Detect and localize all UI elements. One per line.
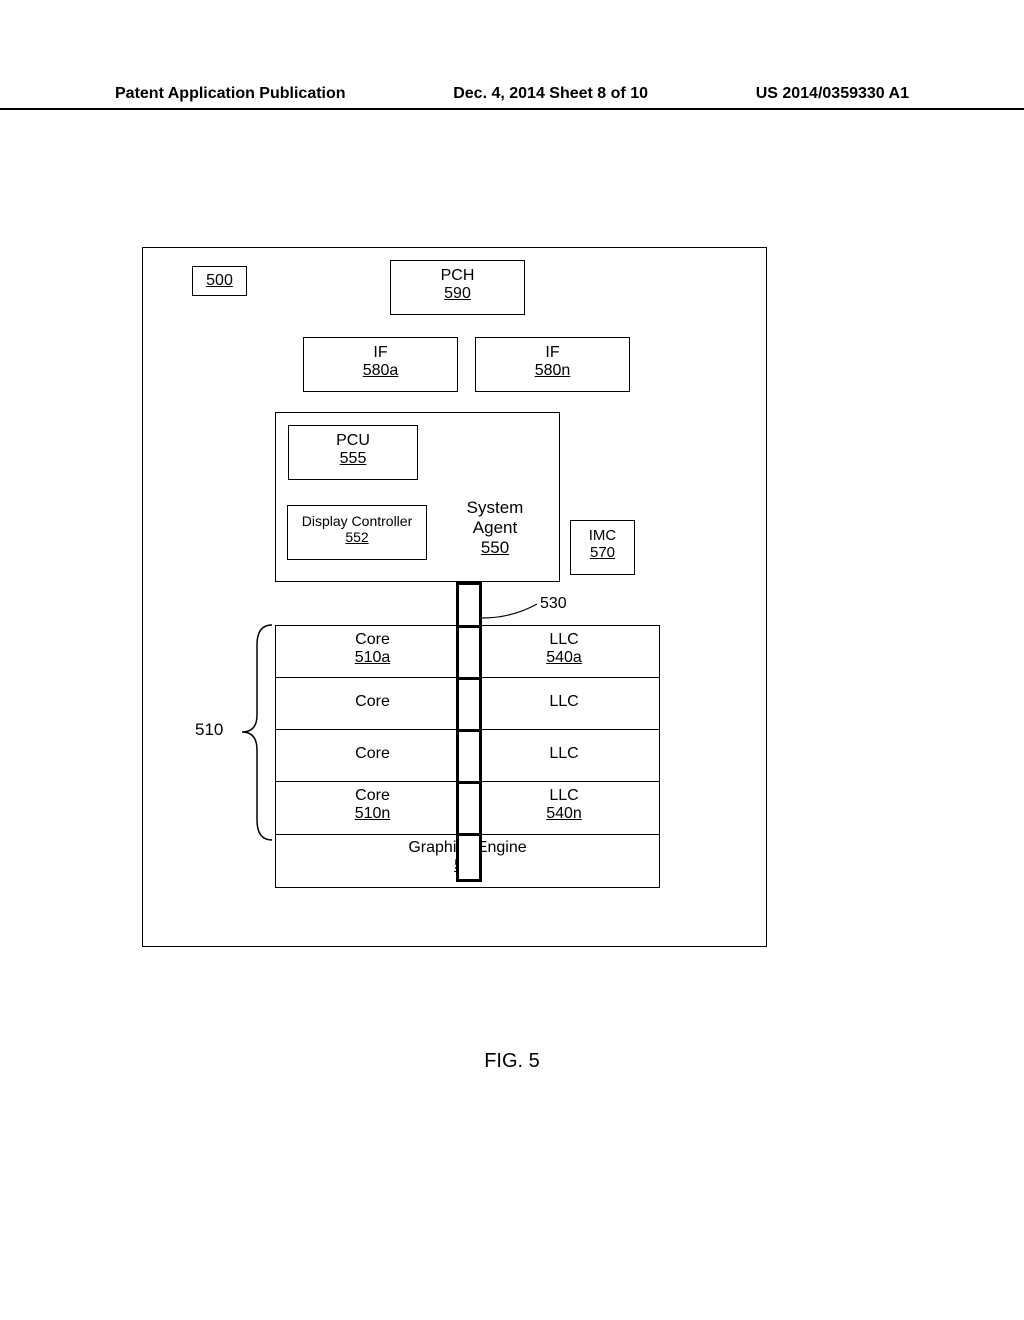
figure-caption: FIG. 5 <box>0 1050 1024 1073</box>
llc-cell: LLC 540a <box>469 626 659 677</box>
pcu-ref: 555 <box>289 450 417 468</box>
core-cell: Core 510n <box>276 782 469 834</box>
system-agent-ref: 550 <box>440 538 550 558</box>
imc-name: IMC <box>571 527 634 544</box>
core-name: Core <box>276 631 469 649</box>
ring-tick <box>456 729 482 732</box>
llc-cell: LLC <box>469 730 659 781</box>
core-ref: 510n <box>276 805 469 823</box>
core-name: Core <box>276 787 469 805</box>
imc-ref: 570 <box>571 544 634 561</box>
imc-block: IMC 570 <box>570 520 635 575</box>
core-ref: 510a <box>276 649 469 667</box>
ring-leader-line <box>482 600 542 625</box>
cores-brace-ref: 510 <box>195 720 223 740</box>
pch-ref: 590 <box>391 285 524 303</box>
pcu-block: PCU 555 <box>288 425 418 480</box>
ring-tick <box>456 625 482 628</box>
ring-tick <box>456 677 482 680</box>
core-name: Core <box>276 693 469 711</box>
ring-tick <box>456 833 482 836</box>
header-rule <box>0 108 1024 110</box>
page-header: Patent Application Publication Dec. 4, 2… <box>0 85 1024 103</box>
pch-name: PCH <box>391 267 524 285</box>
llc-name: LLC <box>469 745 659 763</box>
llc-name: LLC <box>469 787 659 805</box>
header-left: Patent Application Publication <box>115 85 346 103</box>
if-a-ref: 580a <box>304 362 457 380</box>
core-cell: Core <box>276 730 469 781</box>
llc-name: LLC <box>469 631 659 649</box>
system-agent-label: System Agent 550 <box>440 498 550 558</box>
if-n-block: IF 580n <box>475 337 630 392</box>
llc-cell: LLC 540n <box>469 782 659 834</box>
ring-tick <box>456 781 482 784</box>
ring-ref: 530 <box>540 595 567 613</box>
core-cell: Core <box>276 678 469 729</box>
core-name: Core <box>276 745 469 763</box>
if-n-name: IF <box>476 344 629 362</box>
display-controller-block: Display Controller 552 <box>287 505 427 560</box>
display-controller-name: Display Controller <box>288 513 426 529</box>
core-cell: Core 510a <box>276 626 469 677</box>
ring-interconnect <box>456 582 482 882</box>
display-controller-ref: 552 <box>288 529 426 545</box>
system-agent-name2: Agent <box>440 518 550 538</box>
if-a-name: IF <box>304 344 457 362</box>
system-agent-name1: System <box>440 498 550 518</box>
figure-ref-label: 500 <box>192 266 247 296</box>
llc-ref: 540a <box>469 649 659 667</box>
pch-block: PCH 590 <box>390 260 525 315</box>
llc-ref: 540n <box>469 805 659 823</box>
if-n-ref: 580n <box>476 362 629 380</box>
pcu-name: PCU <box>289 432 417 450</box>
llc-cell: LLC <box>469 678 659 729</box>
header-center: Dec. 4, 2014 Sheet 8 of 10 <box>453 85 648 103</box>
cores-brace <box>227 620 277 845</box>
header-right: US 2014/0359330 A1 <box>756 85 909 103</box>
if-a-block: IF 580a <box>303 337 458 392</box>
llc-name: LLC <box>469 693 659 711</box>
